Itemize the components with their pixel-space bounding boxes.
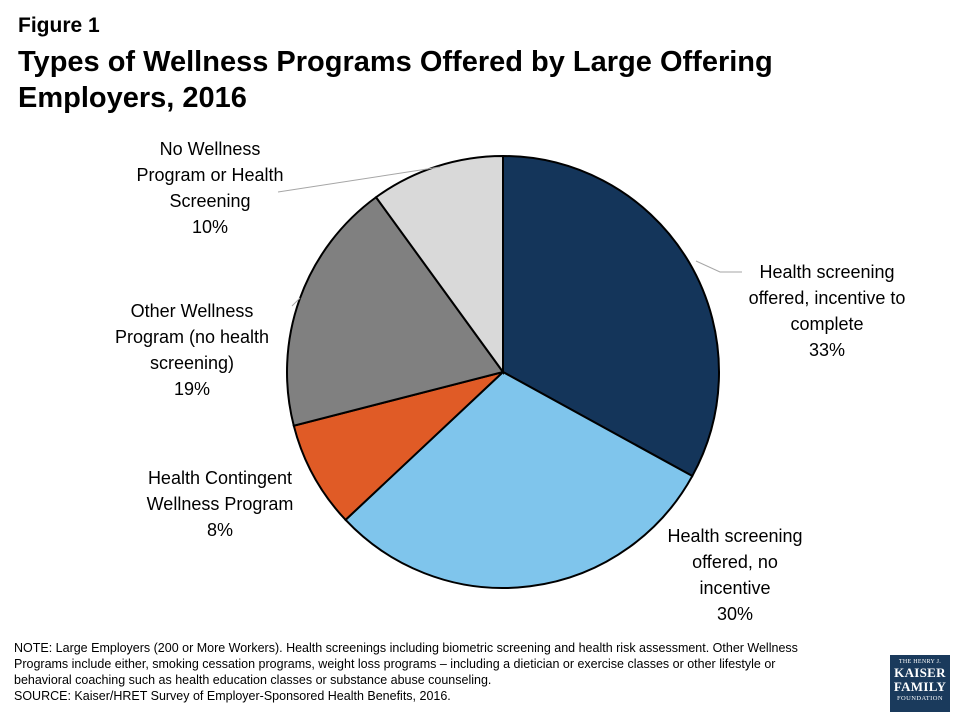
leader-screening-incentive xyxy=(695,260,742,273)
source-line: SOURCE: Kaiser/HRET Survey of Employer-S… xyxy=(14,689,451,703)
slice-health-contingent xyxy=(292,371,504,522)
note-line: Programs include either, smoking cessati… xyxy=(14,657,776,671)
kff-logo: THE HENRY J. KAISER FAMILY FOUNDATION xyxy=(890,655,950,712)
slice-label-no-wellness: No Wellness Program or Health Screening … xyxy=(136,139,284,237)
slice-screening-no-incentive xyxy=(344,370,694,589)
slice-label-health-contingent: Health Contingent Wellness Program 8% xyxy=(146,468,294,540)
chart-note: NOTE: Large Employers (200 or More Worke… xyxy=(14,640,874,704)
chart-title: Types of Wellness Programs Offered by La… xyxy=(18,46,773,114)
slice-screening-incentive xyxy=(502,154,720,478)
slice-label-screening-incentive: Health screening offered, incentive to c… xyxy=(748,262,906,360)
note-line: behavioral coaching such as health educa… xyxy=(14,673,492,687)
note-line: NOTE: Large Employers (200 or More Worke… xyxy=(14,641,798,655)
leader-no-wellness xyxy=(277,166,441,193)
slice-no-wellness xyxy=(374,154,504,376)
leader-other-wellness xyxy=(291,297,301,307)
figure-label: Figure 1 xyxy=(18,14,100,37)
slice-label-screening-no-incentive: Health screening offered, no incentive 3… xyxy=(667,526,803,624)
slice-label-other-wellness: Other Wellness Program (no health screen… xyxy=(114,301,270,399)
